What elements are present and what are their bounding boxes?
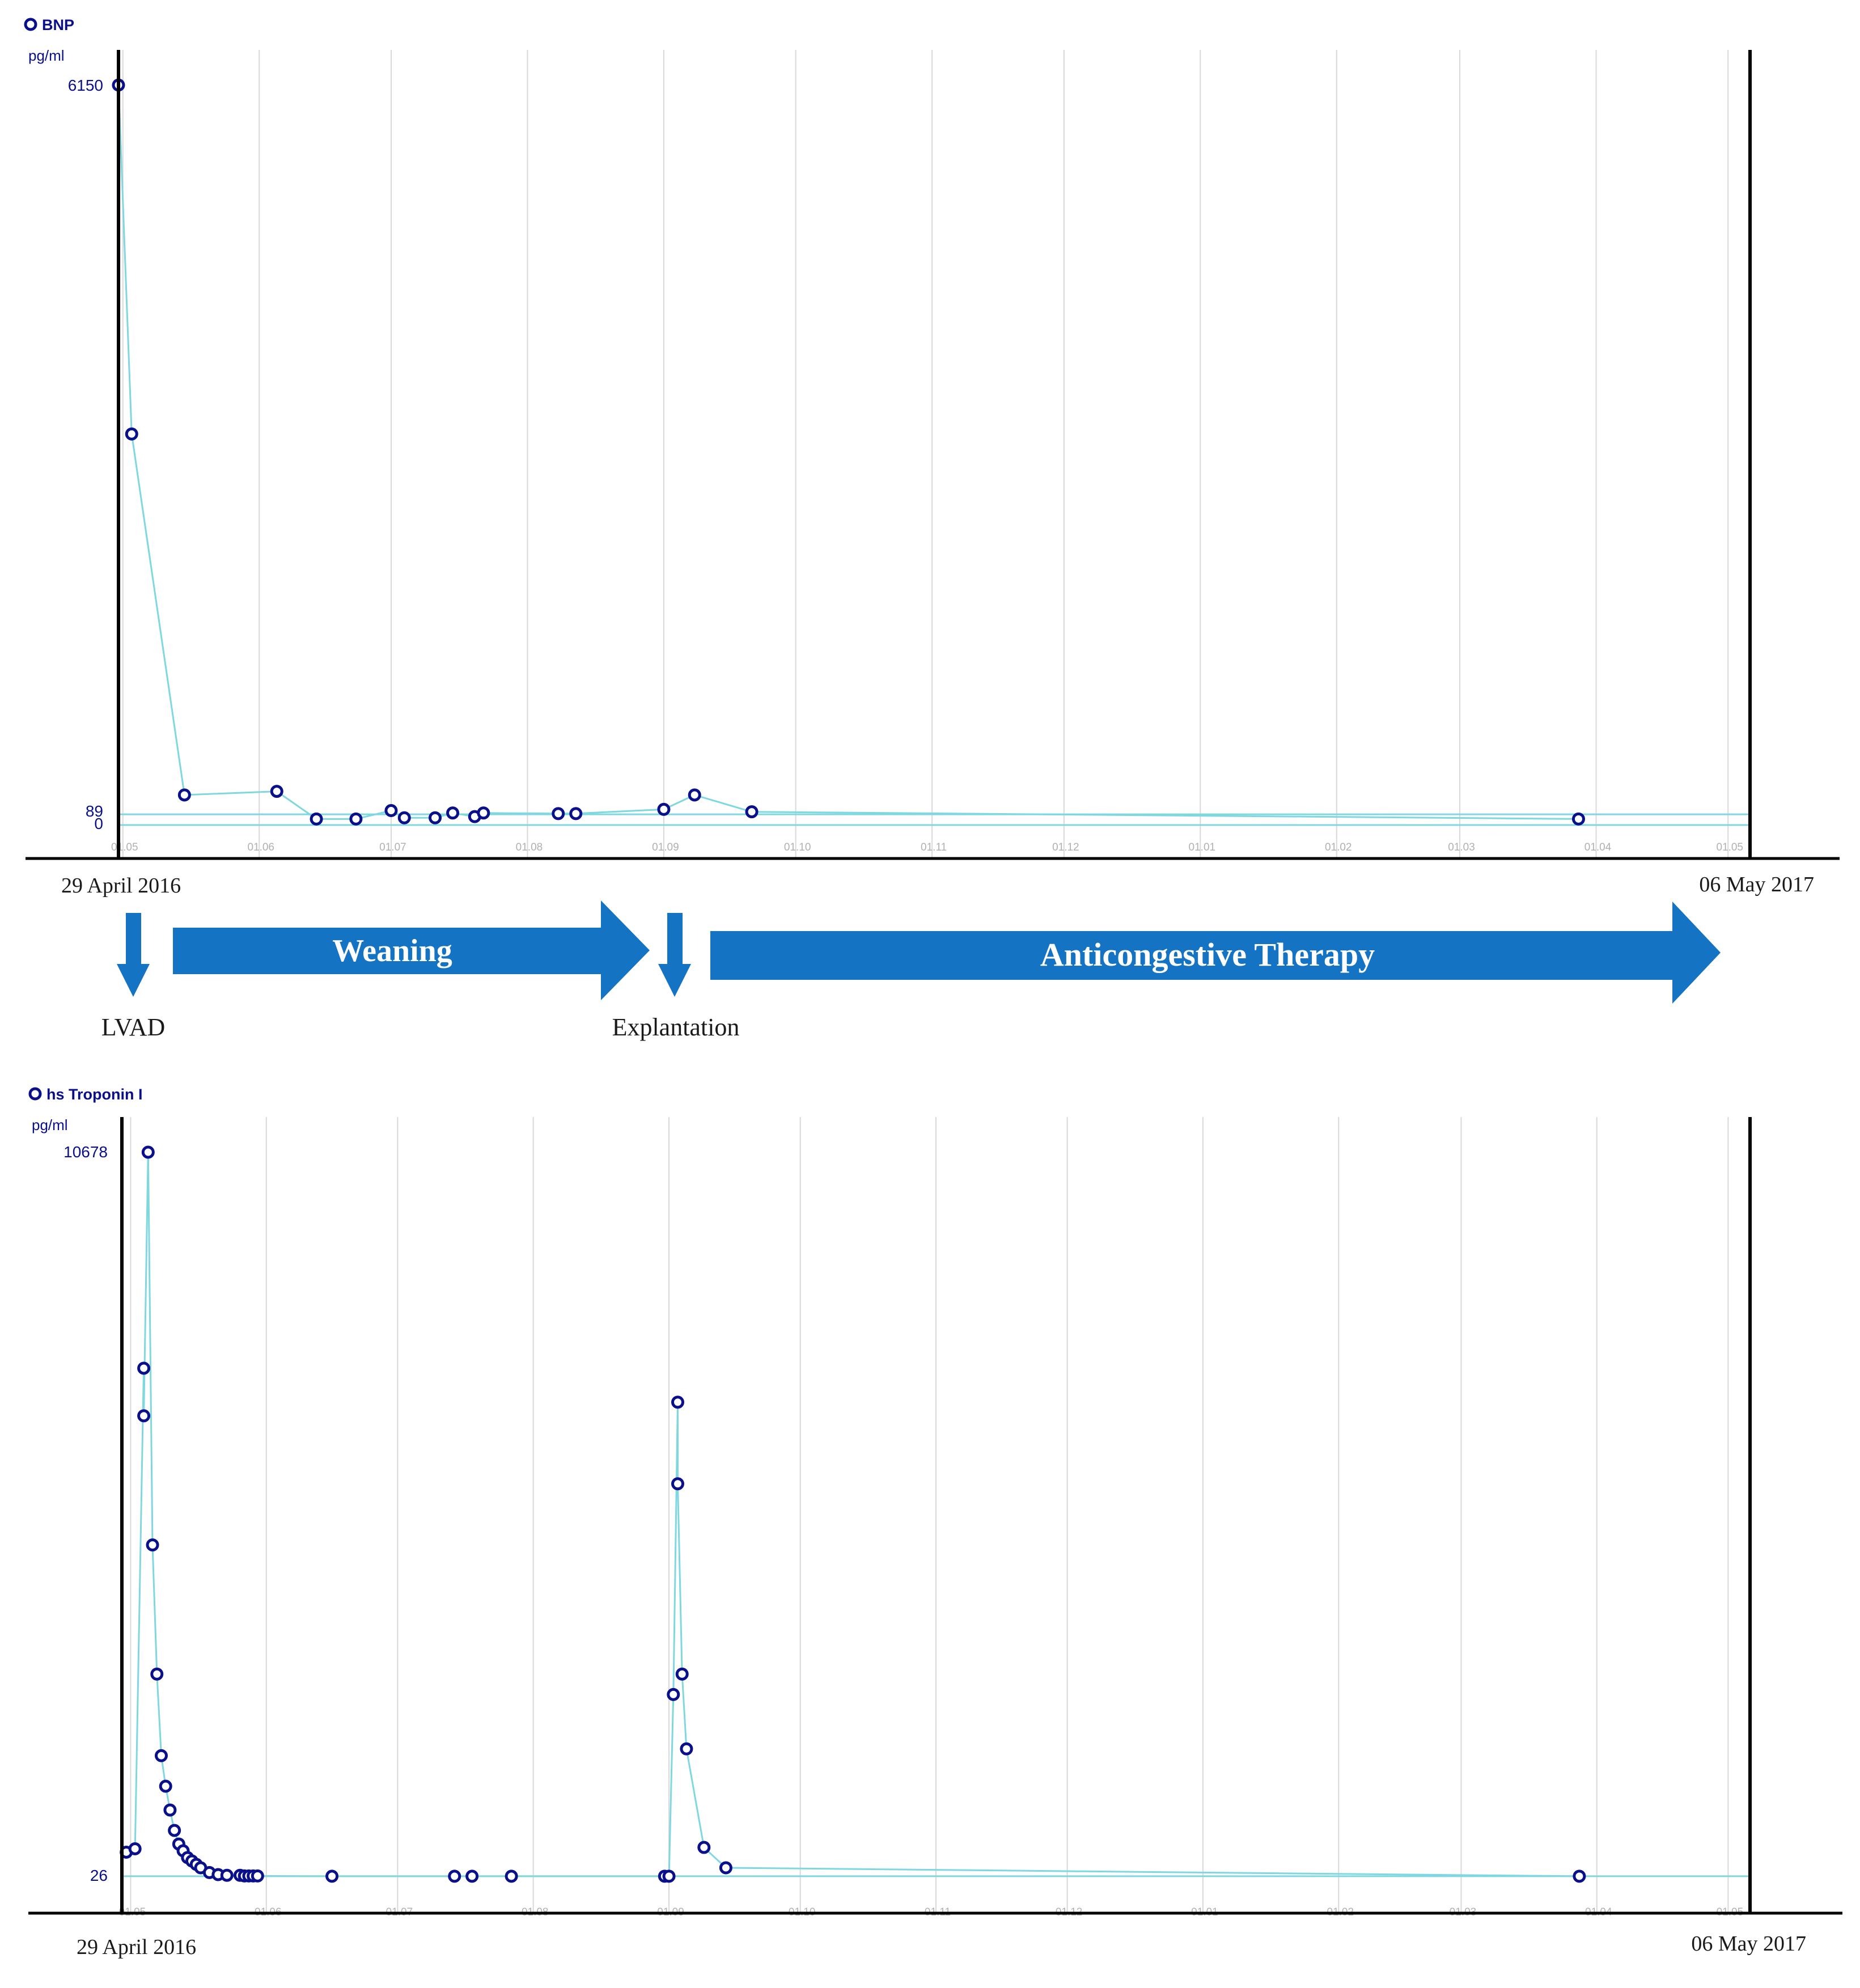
- troponin-data-point: [719, 1861, 732, 1875]
- troponin-y-tick-top: 10678: [63, 1143, 108, 1161]
- bnp-series: [112, 78, 1585, 826]
- troponin-data-point: [251, 1869, 264, 1883]
- bnp-data-point: [177, 788, 191, 802]
- bnp-chart: 01.05 01.06 01.07 01.08 01.09 01.10 01.11 01.12…: [24, 16, 1840, 898]
- lvad-down-arrow: [117, 913, 150, 997]
- bnp-data-point: [349, 812, 363, 826]
- troponin-data-point: [154, 1749, 168, 1762]
- bnp-data-point: [270, 785, 283, 798]
- bnp-data-point: [384, 804, 398, 818]
- bnp-data-point: [429, 811, 442, 824]
- troponin-legend-marker: [28, 1087, 42, 1101]
- bnp-x-tick-labels: 01.05 01.06 01.07 01.08 01.09 01.10 01.11 01.12…: [111, 841, 1743, 853]
- bnp-y-tick-0: 0: [94, 815, 103, 832]
- troponin-data-point: [662, 1869, 676, 1883]
- troponin-data-point: [1573, 1869, 1586, 1883]
- troponin-end-date: 06 May 2017: [1691, 1932, 1806, 1956]
- bnp-data-point: [688, 788, 701, 802]
- bnp-x-tick-label: 01.11: [921, 841, 947, 853]
- bnp-data-point: [397, 811, 411, 824]
- bnp-x-tick-label: 01.08: [516, 841, 543, 853]
- troponin-data-point: [163, 1803, 177, 1817]
- bnp-x-tick-label: 01.10: [784, 841, 811, 853]
- anticongestive-arrow: [710, 902, 1721, 1004]
- troponin-data-point: [141, 1145, 155, 1159]
- bnp-data-point: [477, 806, 490, 820]
- bnp-x-tick-label: 01.06: [247, 841, 274, 853]
- troponin-data-point: [220, 1868, 234, 1882]
- bnp-reference-lines: [118, 813, 1750, 826]
- bnp-data-point: [446, 806, 460, 820]
- troponin-legend-label: hs Troponin I: [46, 1086, 143, 1103]
- lvad-label: LVAD: [101, 1013, 166, 1041]
- bnp-gridlines: [122, 50, 1729, 857]
- troponin-series-line: [126, 1152, 1579, 1877]
- bnp-y-unit: pg/ml: [28, 47, 65, 64]
- bnp-x-tick-label: 01.05: [1716, 841, 1743, 853]
- bnp-legend-marker: [24, 18, 37, 31]
- bnp-x-tick-label: 01.12: [1052, 841, 1079, 853]
- troponin-data-point: [159, 1779, 172, 1793]
- troponin-data-point: [675, 1667, 689, 1681]
- troponin-y-unit: pg/ml: [32, 1116, 68, 1133]
- troponin-data-point: [448, 1869, 461, 1883]
- bnp-data-point: [552, 807, 565, 820]
- bnp-x-tick-label: 01.03: [1448, 841, 1475, 853]
- troponin-data-point: [325, 1869, 339, 1883]
- bnp-data-point: [745, 805, 759, 819]
- troponin-data-point: [671, 1477, 684, 1491]
- bnp-y-tick-top: 6150: [68, 77, 103, 94]
- bnp-data-point: [125, 427, 138, 441]
- bnp-x-tick-label: 01.04: [1584, 841, 1612, 853]
- bnp-series-line: [117, 84, 1579, 820]
- troponin-data-point: [697, 1841, 711, 1854]
- weaning-arrow: [173, 900, 650, 1000]
- troponin-data-point: [137, 1361, 151, 1375]
- troponin-chart: 01.0501.0601.0701.0801.0901.1001.1101.12…: [28, 1086, 1842, 1959]
- troponin-data-point: [505, 1869, 518, 1883]
- troponin-y-tick-26: 26: [90, 1867, 108, 1884]
- troponin-series: [120, 1145, 1586, 1883]
- troponin-data-point: [168, 1824, 181, 1837]
- troponin-data-point: [680, 1742, 693, 1756]
- explantation-label: Explantation: [612, 1013, 740, 1041]
- timeline: LVAD Weaning Explantation Anticongestive…: [101, 900, 1721, 1041]
- bnp-x-tick-label: 01.01: [1189, 841, 1216, 853]
- bnp-x-tick-label: 01.02: [1325, 841, 1352, 853]
- weaning-label: Weaning: [332, 933, 452, 968]
- troponin-data-point: [671, 1395, 684, 1409]
- troponin-data-point: [150, 1667, 164, 1681]
- bnp-end-date: 06 May 2017: [1699, 873, 1814, 896]
- explantation-down-arrow: [658, 913, 691, 997]
- troponin-data-point: [146, 1538, 159, 1552]
- troponin-data-point: [667, 1687, 680, 1701]
- troponin-data-point: [137, 1409, 151, 1423]
- bnp-legend-label: BNP: [42, 16, 74, 33]
- bnp-start-date: 29 April 2016: [61, 874, 181, 898]
- bnp-data-point: [569, 807, 583, 820]
- troponin-start-date: 29 April 2016: [77, 1935, 196, 1959]
- troponin-data-point: [465, 1869, 479, 1883]
- bnp-data-point: [310, 812, 323, 826]
- bnp-x-tick-label: 01.09: [652, 841, 679, 853]
- bnp-data-point: [1571, 812, 1585, 826]
- bnp-data-point: [657, 802, 671, 816]
- bnp-y-tick-89: 89: [86, 802, 103, 820]
- bnp-x-tick-label: 01.07: [379, 841, 406, 853]
- anticongestive-label: Anticongestive Therapy: [1040, 936, 1375, 973]
- troponin-gridlines: [130, 1117, 1729, 1912]
- bnp-x-tick-label: 01.05: [111, 841, 138, 853]
- troponin-data-point: [128, 1842, 142, 1855]
